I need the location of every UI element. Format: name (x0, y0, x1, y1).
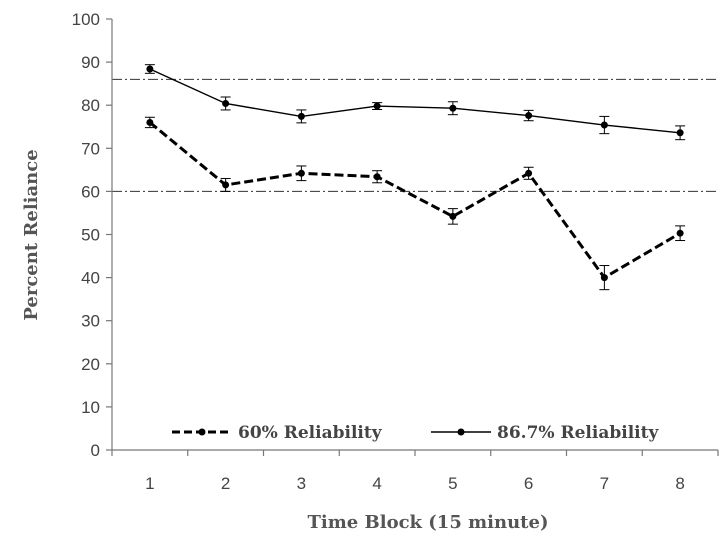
data-point (373, 173, 381, 181)
y-tick-label: 10 (81, 398, 100, 417)
legend: 60% Reliability 86.7% Reliability (172, 423, 659, 443)
x-tick-label: 7 (600, 474, 609, 493)
plot-area (144, 64, 686, 291)
legend-label-60: 60% Reliability (238, 423, 383, 443)
y-tick-label: 80 (81, 96, 100, 115)
data-point (222, 99, 230, 107)
y-tick-label: 90 (81, 53, 100, 72)
x-axis-title: Time Block (15 minute) (308, 512, 549, 533)
x-tick-label: 2 (221, 474, 230, 493)
data-point (600, 274, 608, 282)
data-point (600, 121, 608, 129)
data-point (525, 169, 533, 177)
y-tick-label: 40 (81, 269, 100, 288)
y-tick-label: 60 (81, 182, 100, 201)
y-tick-label: 20 (81, 355, 100, 374)
data-point (373, 102, 381, 110)
axes: 0 10 20 30 40 50 60 70 80 90 100 1 2 3 4 5 6 7 8 (72, 10, 719, 493)
y-tick-label: 50 (81, 226, 100, 245)
data-point (222, 181, 230, 189)
legend-marker-solid (457, 428, 465, 436)
data-point (146, 118, 154, 126)
y-tick-label: 0 (91, 441, 100, 460)
data-point (676, 129, 684, 137)
y-axis-title: Percent Reliance (21, 149, 42, 320)
series-line (149, 68, 681, 134)
y-tick-label: 70 (81, 139, 100, 158)
series-line (148, 121, 681, 280)
data-point (297, 112, 305, 120)
series-2 (144, 64, 686, 141)
reference-lines (112, 78, 718, 192)
x-tick-label: 3 (297, 474, 306, 493)
data-point (146, 65, 154, 73)
x-tick-label: 6 (524, 474, 533, 493)
data-point (449, 212, 457, 220)
x-tick-label: 8 (675, 474, 684, 493)
data-point (297, 169, 305, 177)
x-tick-label: 5 (448, 474, 457, 493)
y-tick-label: 30 (81, 312, 100, 331)
legend-marker-dashed (198, 428, 206, 436)
x-tick-label: 1 (145, 474, 154, 493)
data-point (449, 104, 457, 112)
y-tick-label: 100 (72, 10, 100, 29)
data-point (676, 229, 684, 237)
series-1 (144, 116, 686, 291)
legend-label-86: 86.7% Reliability (497, 423, 659, 443)
data-point (525, 112, 533, 120)
x-tick-label: 4 (372, 474, 381, 493)
